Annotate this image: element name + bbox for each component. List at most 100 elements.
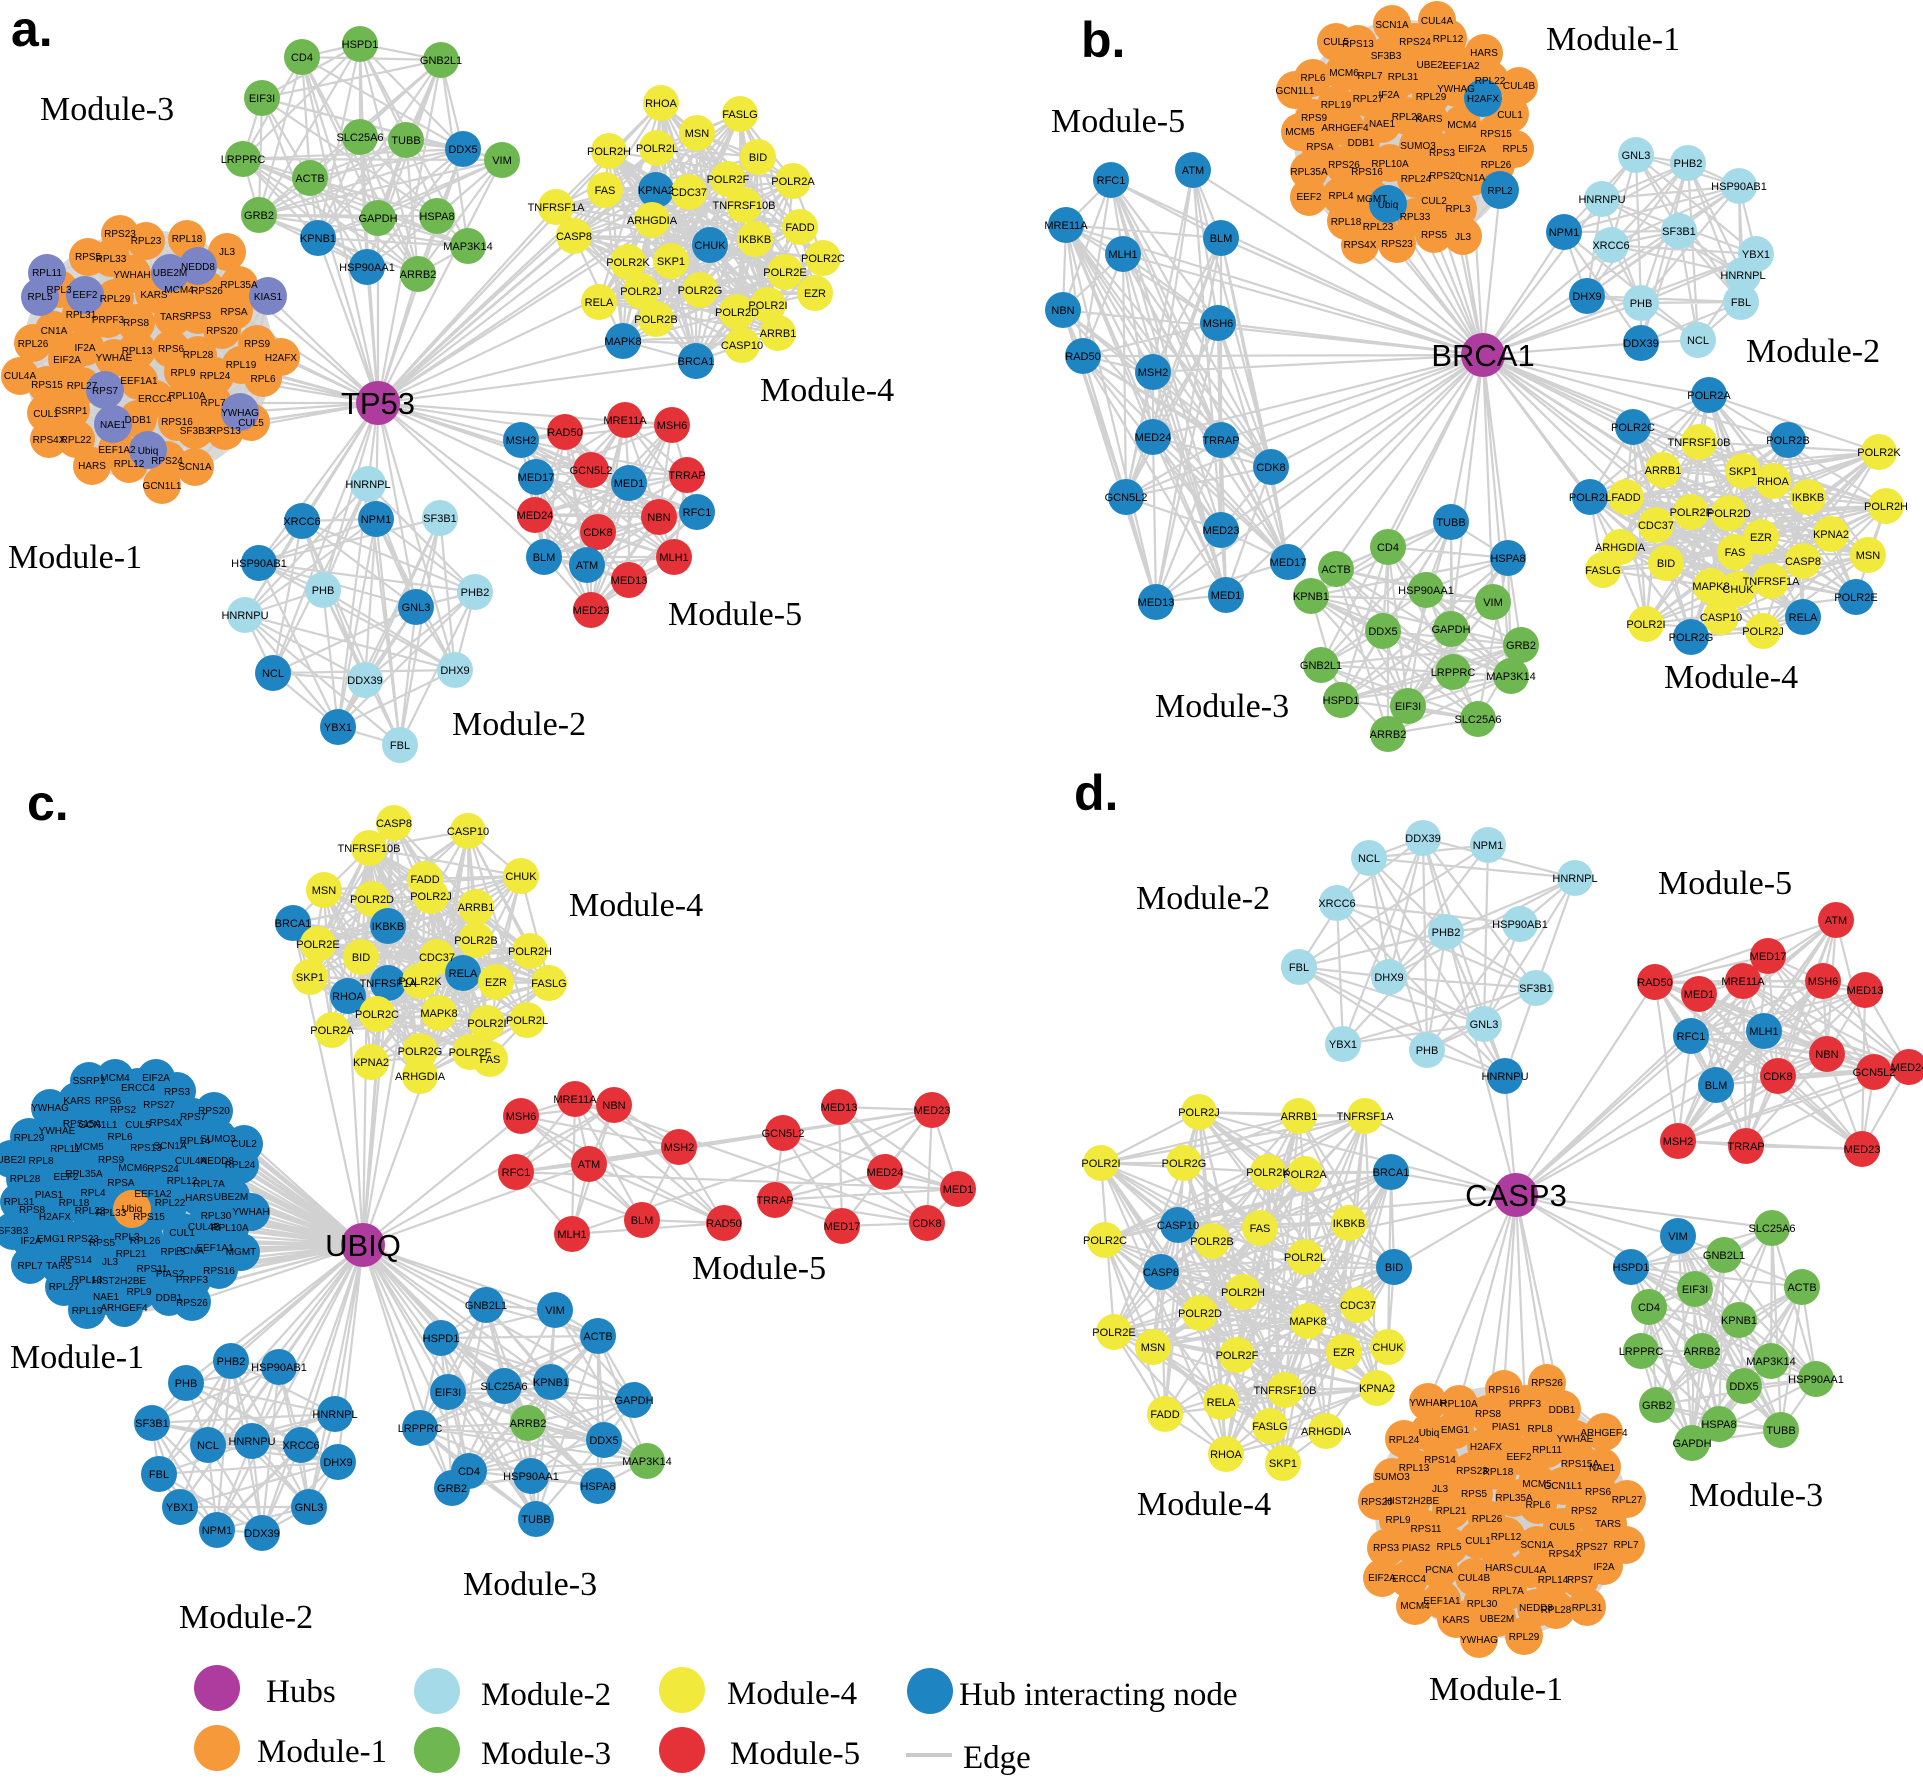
svg-text:POLR2F: POLR2F: [707, 174, 750, 186]
svg-text:EZR: EZR: [1333, 1347, 1355, 1359]
svg-text:CUL4B: CUL4B: [1503, 81, 1536, 92]
svg-text:HIST2H2BE: HIST2H2BE: [1385, 1496, 1440, 1507]
svg-text:CUL4B: CUL4B: [1458, 1573, 1491, 1584]
svg-text:YWHAH: YWHAH: [113, 270, 150, 281]
svg-text:ATM: ATM: [1825, 915, 1847, 927]
svg-text:SF3B3: SF3B3: [180, 426, 211, 437]
svg-text:ERCC4: ERCC4: [138, 394, 172, 405]
svg-text:POLR2F: POLR2F: [449, 1047, 492, 1059]
svg-text:RPS16: RPS16: [161, 417, 193, 428]
svg-text:SUMO3: SUMO3: [1400, 141, 1436, 152]
svg-text:POLR2C: POLR2C: [1083, 1235, 1127, 1247]
svg-text:POLR2K: POLR2K: [1246, 1167, 1290, 1179]
svg-text:MAP3K14: MAP3K14: [443, 241, 493, 253]
svg-text:ARHGDIA: ARHGDIA: [1595, 542, 1646, 554]
svg-text:Edge: Edge: [963, 1740, 1031, 1775]
svg-text:RPL2: RPL2: [1487, 186, 1512, 197]
svg-text:RPS24: RPS24: [151, 456, 183, 467]
svg-text:RPL21: RPL21: [1436, 1506, 1467, 1517]
svg-text:GCN5L2: GCN5L2: [570, 465, 613, 477]
svg-text:RPL12: RPL12: [114, 459, 145, 470]
svg-text:BRCA1: BRCA1: [1431, 338, 1534, 373]
svg-text:MED17: MED17: [1750, 951, 1787, 963]
svg-text:RPL33: RPL33: [96, 254, 127, 265]
svg-text:CASP10: CASP10: [1157, 1220, 1199, 1232]
svg-text:MRE11A: MRE11A: [553, 1094, 597, 1106]
svg-text:RPS26: RPS26: [176, 1298, 208, 1309]
svg-text:POLR2I: POLR2I: [1081, 1158, 1120, 1170]
svg-text:DDB1: DDB1: [125, 415, 152, 426]
svg-text:RFC1: RFC1: [502, 1167, 531, 1179]
svg-text:BID: BID: [1657, 558, 1675, 570]
svg-text:DDX39: DDX39: [1623, 338, 1658, 350]
svg-text:RPS6: RPS6: [1585, 1487, 1612, 1498]
svg-text:MED23: MED23: [1844, 1144, 1881, 1156]
svg-text:TRRAP: TRRAP: [1202, 435, 1239, 447]
svg-text:MED13: MED13: [821, 1102, 858, 1114]
svg-text:RPSA: RPSA: [107, 1178, 135, 1189]
svg-text:FADD: FADD: [785, 222, 814, 234]
svg-text:RPL12: RPL12: [167, 1176, 198, 1187]
svg-text:RPS20: RPS20: [206, 326, 238, 337]
svg-text:MED13: MED13: [611, 575, 648, 587]
svg-text:NEDD8: NEDD8: [1519, 1603, 1553, 1614]
svg-text:HNRNPL: HNRNPL: [312, 1409, 357, 1421]
svg-text:XRCC6: XRCC6: [283, 516, 320, 528]
svg-text:POLR2K: POLR2K: [1857, 447, 1901, 459]
svg-text:Module-1: Module-1: [257, 1734, 387, 1770]
svg-text:RPL28: RPL28: [1392, 112, 1423, 123]
svg-text:MSN: MSN: [685, 128, 710, 140]
svg-text:EEF2: EEF2: [72, 290, 97, 301]
svg-text:RPL27: RPL27: [49, 1282, 80, 1293]
svg-text:MCM4: MCM4: [1400, 1601, 1430, 1612]
svg-text:RPS7: RPS7: [1567, 1575, 1594, 1586]
svg-text:JL3: JL3: [102, 1257, 119, 1268]
svg-text:Ubiq: Ubiq: [1378, 200, 1399, 211]
svg-text:CUL2: CUL2: [231, 1139, 257, 1150]
svg-text:RPL33: RPL33: [96, 1208, 127, 1219]
svg-text:RPL31: RPL31: [1572, 1603, 1603, 1614]
svg-text:PRPF3: PRPF3: [176, 1275, 209, 1286]
svg-text:CUL1: CUL1: [33, 409, 59, 420]
svg-text:MED13: MED13: [1847, 985, 1884, 997]
svg-text:CUL1: CUL1: [1465, 1536, 1491, 1547]
svg-text:MLH1: MLH1: [1749, 1026, 1778, 1038]
svg-text:MRE11A: MRE11A: [603, 415, 647, 427]
svg-text:CHUK: CHUK: [1722, 584, 1754, 596]
svg-text:NAE1: NAE1: [1589, 1463, 1616, 1474]
svg-text:RPL11: RPL11: [50, 1144, 80, 1155]
svg-text:DHX9: DHX9: [1374, 972, 1403, 984]
svg-text:NPM1: NPM1: [1473, 840, 1504, 852]
svg-text:RPS14: RPS14: [60, 1255, 92, 1266]
svg-text:HSP90AA1: HSP90AA1: [503, 1471, 559, 1483]
svg-text:ACTB: ACTB: [583, 1331, 612, 1343]
svg-text:UBIQ: UBIQ: [325, 1228, 401, 1263]
svg-text:FADD: FADD: [1611, 492, 1640, 504]
svg-text:UBE2M: UBE2M: [1480, 1614, 1514, 1625]
svg-text:RPS15A: RPS15A: [1561, 1459, 1600, 1470]
svg-text:HSPD1: HSPD1: [1323, 695, 1360, 707]
svg-text:RPS13: RPS13: [130, 1143, 162, 1154]
svg-text:RPL14: RPL14: [180, 1136, 211, 1147]
svg-text:MED24: MED24: [1891, 1062, 1923, 1074]
svg-text:POLR2I: POLR2I: [748, 300, 787, 312]
svg-text:TRRAP: TRRAP: [756, 1195, 793, 1207]
svg-text:Module-5: Module-5: [692, 1250, 826, 1287]
svg-text:CUL4A: CUL4A: [175, 1156, 208, 1167]
svg-text:POLR2J: POLR2J: [1742, 626, 1784, 638]
svg-text:MAP3K14: MAP3K14: [1746, 1356, 1796, 1368]
svg-text:CUL5: CUL5: [125, 1120, 151, 1131]
svg-text:YWHAE: YWHAE: [1557, 1434, 1594, 1445]
svg-text:RPS24: RPS24: [1399, 37, 1431, 48]
svg-text:BRCA1: BRCA1: [1373, 1167, 1410, 1179]
svg-text:CHUK: CHUK: [505, 871, 537, 883]
svg-text:GAPDH: GAPDH: [614, 1395, 653, 1407]
svg-text:EIF2A: EIF2A: [142, 1073, 170, 1084]
svg-text:RPS8: RPS8: [1475, 1409, 1502, 1420]
svg-text:Module-3: Module-3: [1689, 1477, 1823, 1514]
svg-text:POLR2J: POLR2J: [620, 286, 662, 298]
svg-text:RPL29: RPL29: [1509, 1632, 1540, 1643]
svg-text:POLR2C: POLR2C: [1611, 422, 1655, 434]
svg-text:RPL22: RPL22: [61, 435, 92, 446]
svg-text:ARRB1: ARRB1: [1645, 465, 1682, 477]
